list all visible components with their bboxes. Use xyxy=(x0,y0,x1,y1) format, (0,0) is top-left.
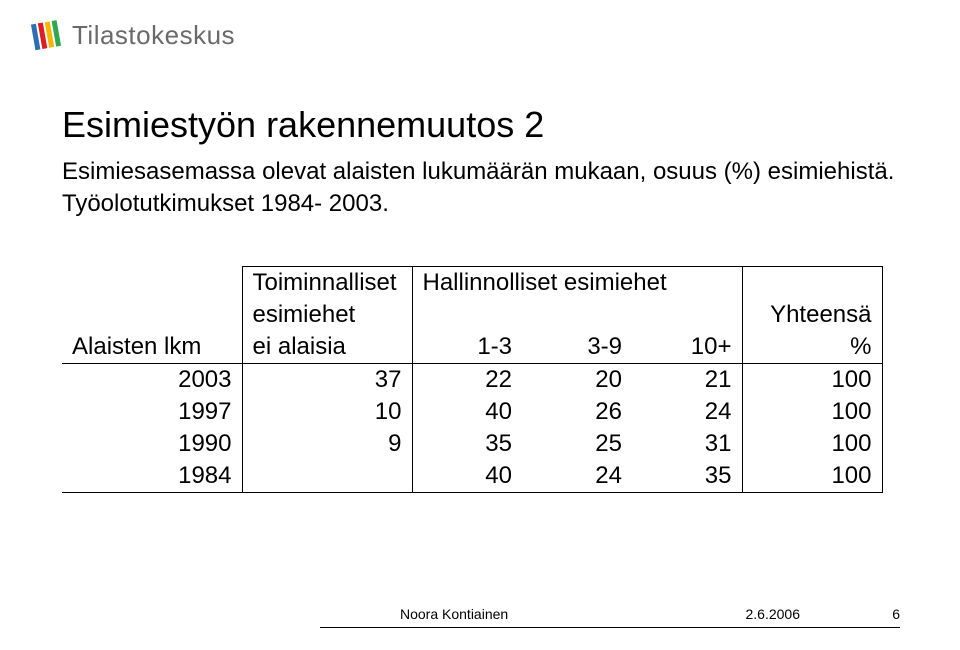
cell-year: 1997 xyxy=(62,396,242,428)
cell-year: 1984 xyxy=(62,460,242,493)
cell: 31 xyxy=(632,428,742,460)
cell: 40 xyxy=(412,396,522,428)
cell: 100 xyxy=(742,396,882,428)
cell-year: 2003 xyxy=(62,364,242,397)
cell: 26 xyxy=(522,396,632,428)
cell: 100 xyxy=(742,460,882,493)
cell: 22 xyxy=(412,364,522,397)
header-functional-2: esimiehet xyxy=(242,299,412,331)
col-rowlabel: Alaisten lkm xyxy=(62,331,242,364)
col-no-sub: ei alaisia xyxy=(242,331,412,364)
footer-divider xyxy=(320,627,900,628)
footer-page: 6 xyxy=(892,606,900,622)
footer: Noora Kontiainen 2.6.2006 6 xyxy=(0,604,960,624)
cell: 100 xyxy=(742,428,882,460)
footer-author: Noora Kontiainen xyxy=(400,606,508,622)
cell: 35 xyxy=(632,460,742,493)
cell: 21 xyxy=(632,364,742,397)
header-total: Yhteensä xyxy=(742,299,882,331)
slide-title: Esimiestyön rakennemuutos 2 xyxy=(62,104,544,146)
slide: Tilastokeskus Esimiestyön rakennemuutos … xyxy=(0,0,960,650)
col-10p: 10+ xyxy=(632,331,742,364)
table-row: 2003 37 22 20 21 100 xyxy=(62,364,882,397)
cell: 24 xyxy=(522,460,632,493)
cell-year: 1990 xyxy=(62,428,242,460)
data-table: Toiminnalliset Hallinnolliset esimiehet … xyxy=(62,266,883,493)
table-row: 1990 9 35 25 31 100 xyxy=(62,428,882,460)
footer-date: 2.6.2006 xyxy=(746,606,801,622)
table-row: 1984 40 24 35 100 xyxy=(62,460,882,493)
logo: Tilastokeskus xyxy=(30,18,235,52)
cell: 9 xyxy=(242,428,412,460)
logo-text: Tilastokeskus xyxy=(72,20,235,51)
logo-mark-icon xyxy=(30,18,64,52)
cell xyxy=(242,460,412,493)
cell: 37 xyxy=(242,364,412,397)
cell: 24 xyxy=(632,396,742,428)
cell: 40 xyxy=(412,460,522,493)
cell: 25 xyxy=(522,428,632,460)
table-row: 1997 10 40 26 24 100 xyxy=(62,396,882,428)
cell: 100 xyxy=(742,364,882,397)
col-3-9: 3-9 xyxy=(522,331,632,364)
header-administrative: Hallinnolliset esimiehet xyxy=(412,267,742,300)
header-functional: Toiminnalliset xyxy=(242,267,412,300)
cell: 10 xyxy=(242,396,412,428)
col-1-3: 1-3 xyxy=(412,331,522,364)
slide-subtitle: Esimiesasemassa olevat alaisten lukumäär… xyxy=(62,156,902,221)
cell: 20 xyxy=(522,364,632,397)
cell: 35 xyxy=(412,428,522,460)
col-pct: % xyxy=(742,331,882,364)
